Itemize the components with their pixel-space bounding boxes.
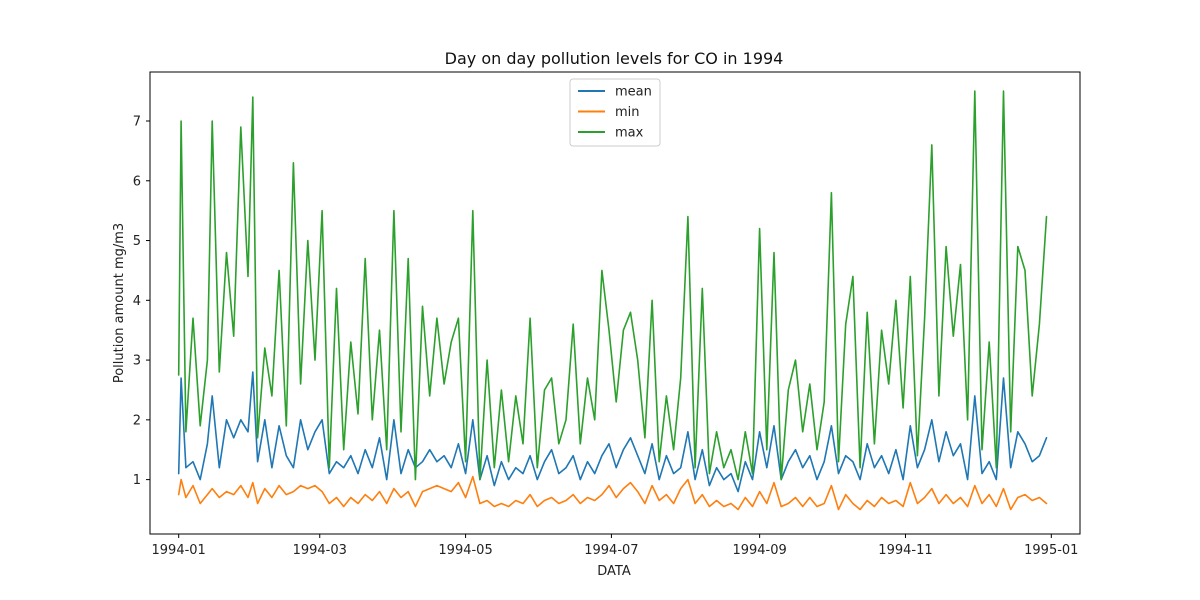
y-tick-label: 6	[133, 174, 141, 189]
x-tick-label: 1994-05	[438, 543, 492, 558]
x-tick-label: 1994-03	[293, 543, 347, 558]
legend-frame	[569, 78, 661, 147]
series-layer	[177, 90, 1048, 511]
plot-area-frame	[149, 71, 1081, 535]
chart-title: Day on day pollution levels for CO in 19…	[445, 49, 784, 68]
y-tick-label: 3	[133, 354, 141, 369]
x-axis: 1994-01 1994-03 1994-05 1994-07 1994-09 1994-…	[152, 534, 1078, 558]
x-axis-label: DATA	[597, 564, 631, 579]
series-line-mean	[177, 371, 1048, 493]
legend-label-max: max	[615, 126, 644, 141]
y-tick-label: 4	[133, 294, 141, 309]
x-tick-label: 1994-07	[584, 543, 638, 558]
y-tick-label: 2	[133, 413, 141, 428]
series-line-max	[177, 90, 1048, 481]
y-axis: 1 2 3 4 5 6 7	[133, 115, 150, 488]
legend-label-min: min	[615, 105, 640, 120]
series-line-min	[177, 475, 1048, 511]
legend-label-mean: mean	[615, 85, 652, 100]
y-tick-label: 5	[133, 234, 141, 249]
x-tick-label: 1994-01	[152, 543, 206, 558]
y-tick-label: 1	[133, 473, 141, 488]
x-tick-label: 1994-09	[732, 543, 786, 558]
y-axis-label: Pollution amount mg/m3	[112, 223, 127, 383]
legend: mean min max	[569, 78, 661, 147]
x-tick-label: 1994-11	[878, 543, 932, 558]
y-tick-label: 7	[133, 115, 141, 130]
x-tick-label: 1995-01	[1024, 543, 1078, 558]
